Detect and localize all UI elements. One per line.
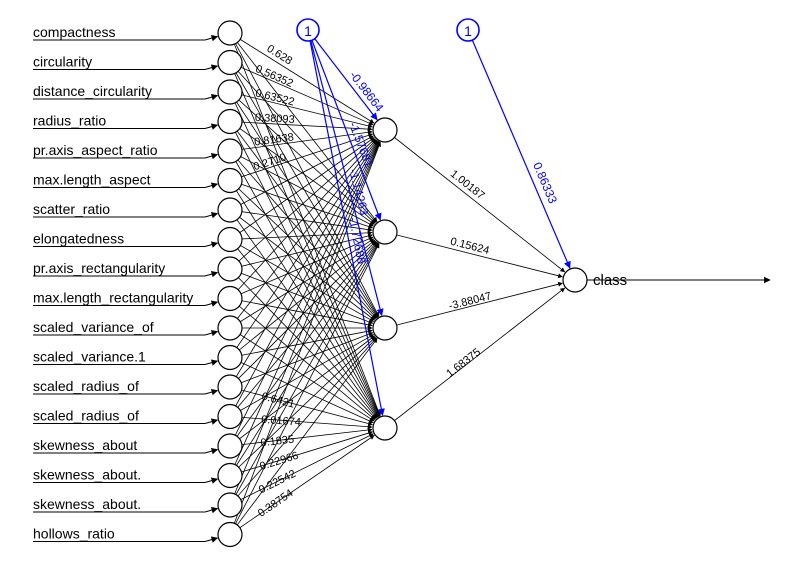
weight-label: 0.01674: [261, 414, 302, 429]
bias-label: 1: [304, 23, 312, 39]
edge: [308, 30, 380, 220]
input-node: [218, 346, 242, 370]
input-label: scaled_radius_of: [33, 408, 139, 424]
input-label: elongatedness: [33, 231, 124, 247]
input-label: max.length_rectangularity: [33, 290, 193, 306]
weight-label: 0.56352: [254, 63, 295, 90]
edge: [205, 538, 217, 541]
edge: [385, 232, 562, 277]
hidden-node: [373, 118, 397, 142]
edge: [230, 92, 372, 127]
input-label: pr.axis_rectangularity: [33, 260, 165, 276]
neural-network-diagram: compactness circularity distance_circulari…: [0, 0, 800, 571]
input-node: [218, 257, 242, 281]
input-label: compactness: [33, 24, 115, 40]
input-node: [218, 21, 242, 45]
edge: [205, 450, 217, 453]
input-node: [218, 110, 242, 134]
weight-label: 0.38093: [255, 112, 295, 126]
input-node: [218, 375, 242, 399]
edge: [230, 244, 379, 535]
edge: [205, 243, 217, 246]
input-label: distance_circularity: [33, 83, 152, 99]
edge: [205, 479, 217, 482]
input-label: scaled_variance_of: [33, 319, 154, 335]
input-label: radius_ratio: [33, 113, 106, 129]
weight-label: -0.98664: [347, 68, 387, 114]
input-node: [218, 169, 242, 193]
edge: [230, 435, 374, 534]
input-node: [218, 316, 242, 340]
edge: [205, 125, 217, 128]
edge: [230, 358, 373, 423]
edge: [230, 337, 376, 476]
edge: [205, 509, 217, 512]
hidden-node: [373, 416, 397, 440]
input-node: [218, 198, 242, 222]
weight-label: 0.86333: [530, 160, 560, 206]
output-node: [563, 268, 587, 292]
edge: [308, 30, 377, 120]
edge: [205, 37, 217, 40]
input-label: scatter_ratio: [33, 201, 110, 217]
weight-label: 1.00187: [448, 168, 487, 202]
input-label: circularity: [33, 54, 92, 70]
input-node: [218, 51, 242, 75]
edge: [205, 361, 217, 364]
edge: [205, 391, 217, 394]
edge: [230, 299, 372, 326]
input-label: scaled_variance.1: [33, 349, 146, 365]
input-node: [218, 523, 242, 547]
edge: [230, 429, 372, 446]
edge: [205, 302, 217, 305]
edge: [205, 96, 217, 99]
input-label: max.length_aspect: [33, 172, 151, 188]
weight-label: 1.68375: [444, 346, 483, 380]
input-node: [218, 228, 242, 252]
edge: [205, 155, 217, 158]
bias-label: 1: [464, 23, 472, 39]
input-label: skewness_about.: [33, 496, 141, 512]
edge: [205, 332, 217, 335]
edge: [230, 434, 373, 505]
input-node: [218, 434, 242, 458]
edge: [230, 338, 376, 505]
hidden-node: [373, 220, 397, 244]
edge: [205, 184, 217, 187]
weight-label: 0.81638: [254, 131, 295, 148]
input-label: skewness_about.: [33, 467, 141, 483]
edge: [205, 66, 217, 69]
input-node: [218, 139, 242, 163]
input-label: hollows_ratio: [33, 526, 115, 542]
edge: [205, 420, 217, 423]
edge: [205, 214, 217, 217]
input-label: scaled_radius_of: [33, 378, 139, 394]
hidden-node: [373, 316, 397, 340]
input-node: [218, 80, 242, 104]
edge: [468, 30, 570, 268]
weight-label: 0.1835: [260, 434, 295, 450]
weight-label: -3.88047: [448, 290, 493, 312]
weight-label: 0.2710: [252, 151, 288, 173]
input-node: [218, 287, 242, 311]
output-label: class: [593, 272, 627, 289]
input-node: [218, 493, 242, 517]
input-label: pr.axis_aspect_ratio: [33, 142, 158, 158]
input-node: [218, 405, 242, 429]
input-node: [218, 464, 242, 488]
edge: [205, 273, 217, 276]
weight-label: 0.6421: [260, 390, 296, 410]
input-label: skewness_about: [33, 437, 137, 453]
